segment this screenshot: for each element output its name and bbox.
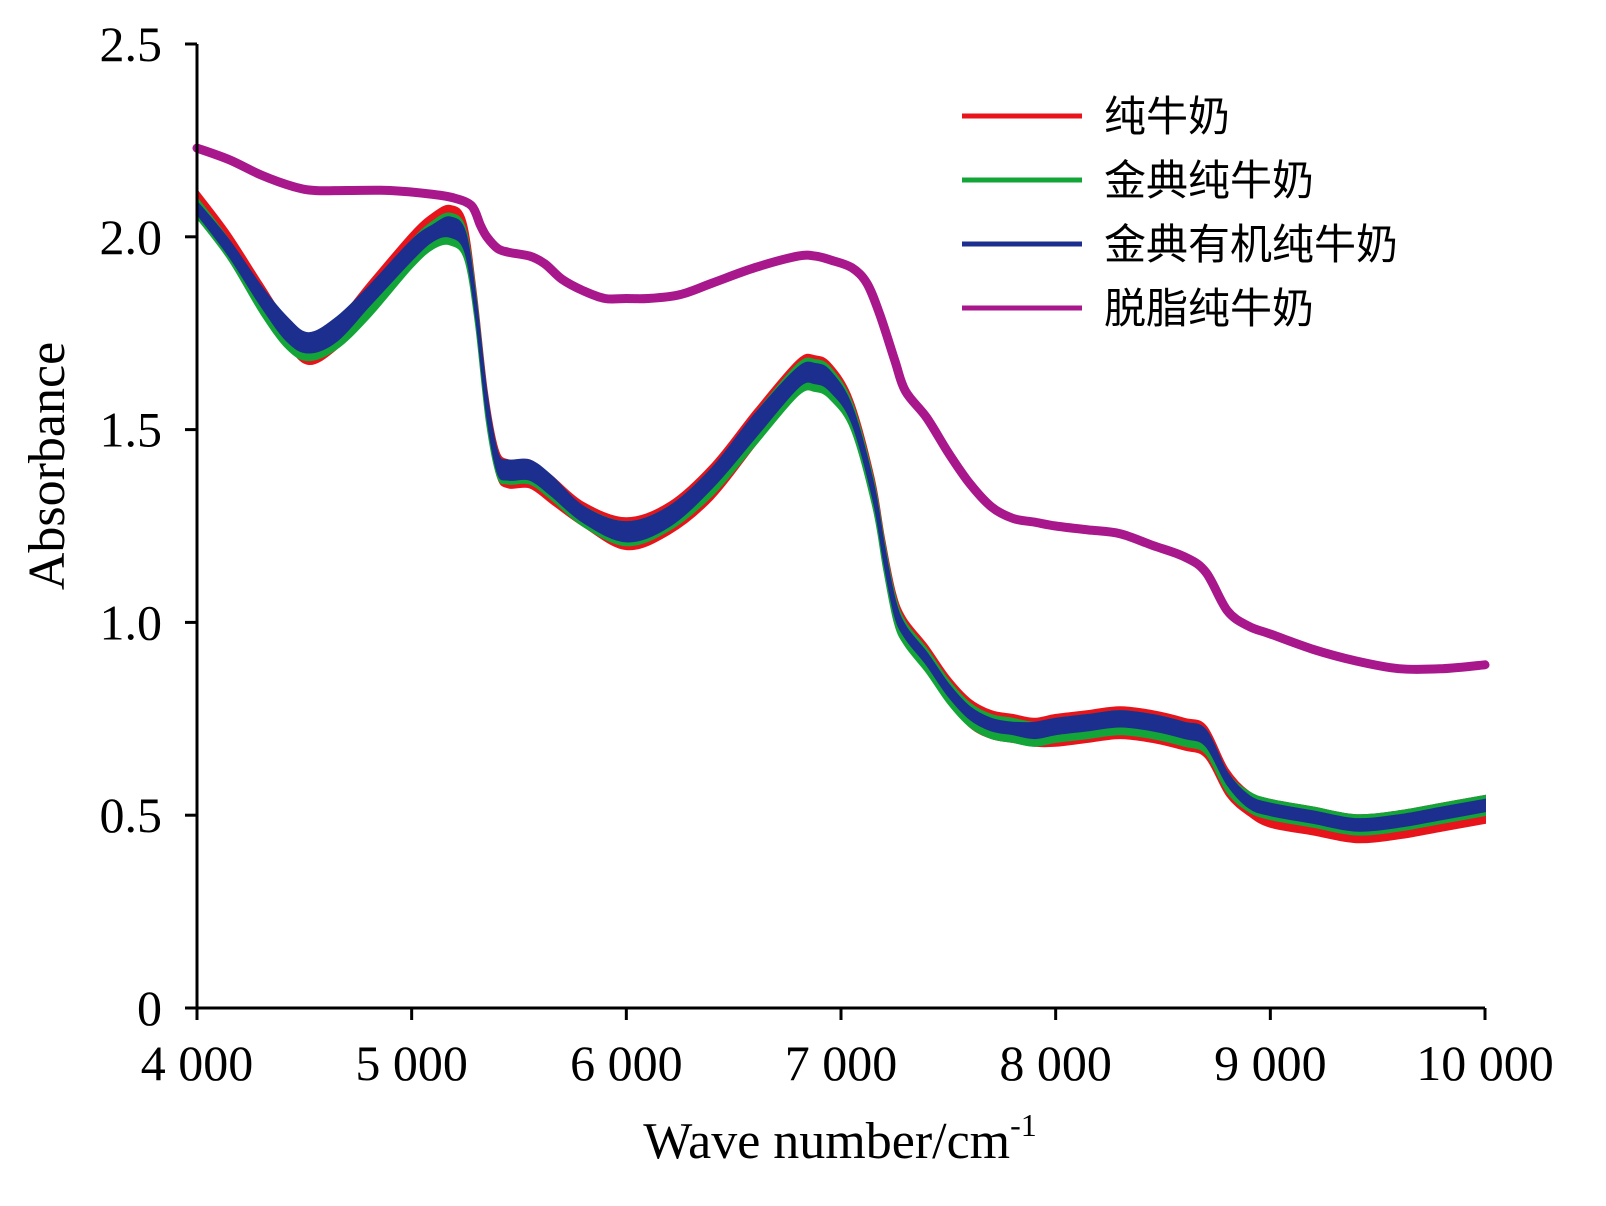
- series-bands: [196, 187, 1486, 844]
- y-ticks: 0 0.5 1.0 1.5 2.0 2.5: [100, 16, 197, 1036]
- legend-label: 纯牛奶: [1104, 92, 1230, 141]
- series-lines: [192, 143, 1490, 674]
- legend-label: 脱脂纯牛奶: [1104, 284, 1314, 333]
- y-tick-label: 2.5: [100, 16, 163, 72]
- x-tick-label: 6 000: [570, 1035, 683, 1091]
- y-tick-label: 2.0: [100, 209, 163, 265]
- y-tick-label: 0: [137, 980, 162, 1036]
- x-tick-label: 9 000: [1214, 1035, 1327, 1091]
- x-tick-label: 4 000: [141, 1035, 254, 1091]
- x-axis-title: Wave number/cm-1: [643, 1107, 1037, 1170]
- x-tick-label: 10 000: [1416, 1035, 1554, 1091]
- x-ticks: 4 000 5 000 6 000 7 000 8 000 9 000 10 000: [141, 1008, 1554, 1091]
- series-2-band: [196, 199, 1486, 832]
- y-tick-label: 0.5: [100, 787, 163, 843]
- y-tick-label: 1.0: [100, 594, 163, 650]
- y-tick-label: 1.5: [100, 402, 163, 458]
- x-tick-label: 5 000: [355, 1035, 468, 1091]
- x-tick-label: 8 000: [999, 1035, 1112, 1091]
- x-tick-label: 7 000: [785, 1035, 898, 1091]
- y-axis-title: Absorbance: [19, 342, 76, 590]
- series-3-line: [192, 143, 1490, 674]
- legend-label: 金典纯牛奶: [1104, 156, 1314, 205]
- legend-label: 金典有机纯牛奶: [1104, 220, 1398, 269]
